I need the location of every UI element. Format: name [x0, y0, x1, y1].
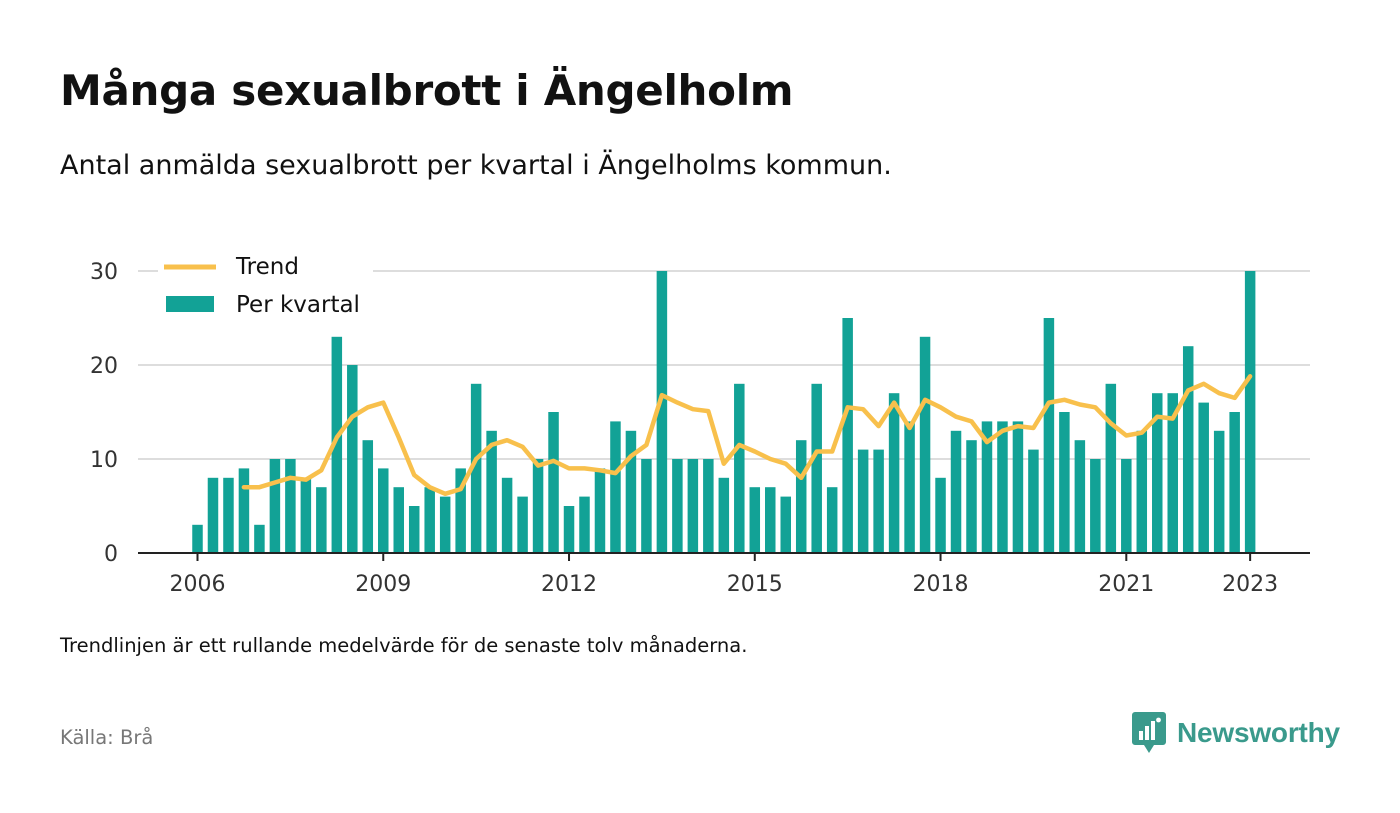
bar [424, 487, 435, 553]
x-tick-label: 2015 [727, 572, 783, 597]
bar [1213, 430, 1225, 553]
bar [1043, 318, 1055, 553]
bar [254, 524, 265, 553]
legend-swatch-bars [166, 296, 214, 312]
bar [331, 336, 343, 553]
bar [842, 318, 853, 553]
bar [765, 487, 776, 553]
bar [1198, 402, 1209, 553]
bar [966, 440, 977, 553]
bar [594, 468, 606, 553]
bar [610, 421, 621, 553]
bar [703, 459, 714, 553]
bar [904, 421, 915, 553]
bar [672, 459, 683, 553]
bar [439, 496, 451, 553]
chart-subtitle: Antal anmälda sexualbrott per kvartal i … [60, 150, 892, 181]
bar [517, 496, 528, 553]
bar [734, 383, 745, 553]
bar [795, 440, 807, 553]
bar [718, 477, 730, 553]
bar [1012, 421, 1024, 553]
bar [470, 383, 482, 553]
bar [1121, 459, 1132, 553]
bar [378, 468, 389, 553]
y-tick-label: 0 [104, 542, 118, 567]
bar [207, 477, 219, 553]
bar [1167, 393, 1178, 553]
bar [811, 383, 822, 553]
chart-title: Många sexualbrott i Ängelholm [60, 66, 794, 115]
bars-per-kvartal [192, 271, 1256, 553]
bar [563, 506, 575, 553]
bar [1074, 440, 1086, 553]
bar [656, 271, 668, 553]
x-tick-label: 2021 [1098, 572, 1154, 597]
legend-label-trend: Trend [235, 254, 299, 280]
bar [408, 506, 420, 553]
bar [192, 524, 203, 553]
bar [532, 459, 544, 553]
bar [826, 487, 838, 553]
bar [888, 393, 900, 553]
x-tick-label: 2012 [541, 572, 597, 597]
bar [641, 459, 652, 553]
bar [857, 449, 869, 553]
x-tick-label: 2023 [1222, 572, 1278, 597]
bar [455, 468, 466, 553]
bar [501, 477, 513, 553]
bar [579, 496, 590, 553]
x-tick-label: 2006 [170, 572, 226, 597]
y-tick-label: 10 [90, 448, 118, 473]
bar [1244, 271, 1256, 553]
brand-name: Newsworthy [1177, 717, 1340, 748]
bar [1229, 412, 1240, 553]
bar [316, 487, 327, 553]
bar [1090, 459, 1101, 553]
bar [950, 430, 962, 553]
bar [347, 365, 358, 553]
bar [997, 421, 1008, 553]
bar [780, 496, 791, 553]
bar-line-chart: 0 10 20 30 2006 2009 2012 2015 2018 2021 2023 Tren… [90, 252, 1310, 597]
bar [300, 477, 312, 553]
y-tick-label: 20 [90, 354, 118, 379]
bar [285, 459, 296, 553]
bar [223, 477, 234, 553]
legend: Trend Per kvartal [158, 252, 373, 322]
x-tick-label: 2009 [355, 572, 411, 597]
bar [393, 487, 404, 553]
bar [548, 412, 559, 553]
bar [238, 468, 250, 553]
bar [625, 430, 637, 553]
brand-logo: Newsworthy [1132, 712, 1340, 754]
axes: 0 10 20 30 2006 2009 2012 2015 2018 2021 2023 [90, 260, 1310, 597]
bar [362, 440, 374, 553]
source-label: Källa: Brå [60, 726, 154, 749]
bar [687, 459, 699, 553]
legend-label-bars: Per kvartal [236, 292, 360, 318]
bar [1182, 346, 1194, 553]
bar [269, 459, 281, 553]
bar [1152, 393, 1163, 553]
x-tick-label: 2018 [913, 572, 969, 597]
bar [981, 421, 993, 553]
bar [749, 487, 761, 553]
trend-line-layer [241, 374, 1253, 497]
bar [1059, 412, 1070, 553]
bar [1105, 383, 1117, 553]
bar [919, 336, 931, 553]
bar [486, 430, 497, 553]
bar [1136, 430, 1148, 553]
trend-line [241, 374, 1253, 497]
newsworthy-logo-icon [1132, 712, 1166, 753]
y-tick-label: 30 [90, 260, 118, 285]
bar [873, 449, 884, 553]
bar [935, 477, 946, 553]
footnote: Trendlinjen är ett rullande medelvärde f… [60, 634, 748, 657]
bar [1028, 449, 1039, 553]
